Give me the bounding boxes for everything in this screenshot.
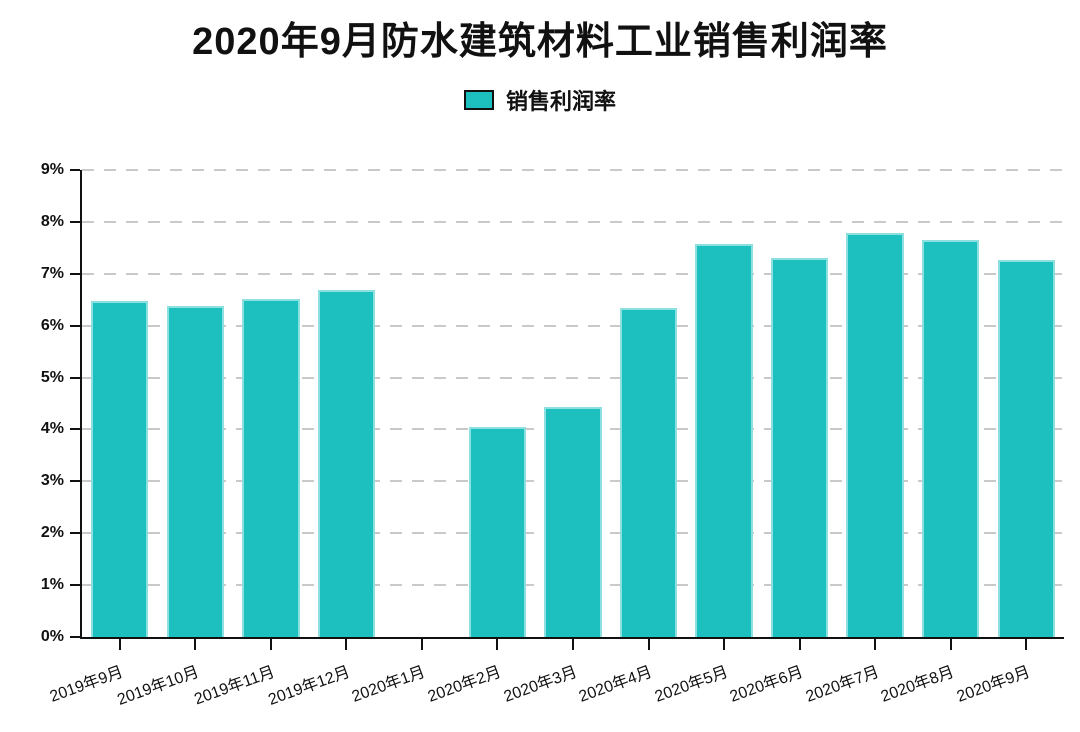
x-tick-label: 2020年5月 <box>652 663 730 706</box>
bar-2020年3月 <box>544 406 602 637</box>
gridline-5pct <box>82 376 1064 379</box>
x-axis-tick <box>949 639 952 650</box>
x-axis-tick <box>798 639 801 650</box>
x-tick-label: 2020年6月 <box>727 663 806 706</box>
gridline-6pct <box>82 324 1064 327</box>
chart-title: 2020年9月防水建筑材料工业销售利润率 <box>192 21 888 63</box>
bar-2020年4月 <box>619 307 678 637</box>
x-tick-label: 2020年1月 <box>350 663 428 706</box>
y-tick-label: 1% <box>40 576 64 594</box>
y-axis-labels: 0% 1% 2% 3% 4% 5% 6% 7% 8% 9% <box>0 161 64 645</box>
x-axis-labels: 2019年9月 2019年10月 2019年11月 2019年12月 2020年1月 20… <box>48 652 1062 730</box>
y-axis-tick <box>70 584 80 587</box>
y-tick-label: 7% <box>40 264 64 282</box>
x-axis-tick <box>118 639 121 650</box>
bar-2019年11月 <box>242 298 300 637</box>
y-tick-label: 3% <box>40 472 64 490</box>
x-tick-label: 2020年3月 <box>501 663 579 706</box>
bar-2020年6月 <box>770 258 829 637</box>
x-axis-tick <box>496 639 499 650</box>
x-axis-tick <box>269 639 272 650</box>
bar-2020年5月 <box>695 243 753 637</box>
x-tick-label: 2019年10月 <box>115 663 202 709</box>
y-tick-label: 8% <box>40 212 64 230</box>
x-tick-label: 2020年9月 <box>954 663 1033 706</box>
x-axis-tick <box>572 639 574 650</box>
x-tick-label: 2019年12月 <box>266 663 353 709</box>
gridline-8pct <box>82 220 1064 223</box>
x-axis-tick <box>874 639 877 650</box>
y-axis-tick <box>70 169 80 171</box>
y-tick-label: 6% <box>40 316 64 334</box>
bar-2019年12月 <box>317 290 376 637</box>
x-axis-tick <box>647 639 650 650</box>
y-axis-tick <box>70 324 80 327</box>
y-tick-label: 0% <box>40 628 64 645</box>
legend: 销售利润率 <box>0 84 1080 116</box>
x-tick-label: 2019年9月 <box>47 663 126 706</box>
bar-2020年9月 <box>997 260 1055 637</box>
bar-2020年7月 <box>846 233 904 637</box>
y-tick-label: 2% <box>40 524 64 542</box>
y-axis-tick <box>70 220 80 223</box>
y-axis-tick <box>70 636 80 638</box>
legend-label: 销售利润率 <box>505 89 616 114</box>
y-axis-tick <box>70 376 80 379</box>
x-axis-tick <box>194 639 197 650</box>
bar-2020年8月 <box>921 239 980 637</box>
y-axis-tick <box>70 428 80 431</box>
y-tick-label: 4% <box>40 420 64 438</box>
y-axis-tick <box>70 480 80 483</box>
x-tick-label: 2020年2月 <box>425 663 504 706</box>
x-axis-tick <box>420 639 423 650</box>
bar-2020年2月 <box>468 426 527 637</box>
x-axis-tick <box>1025 639 1028 650</box>
plot-area <box>70 169 1064 650</box>
bar-2019年10月 <box>166 305 224 637</box>
bar-2019年9月 <box>91 301 149 637</box>
y-axis-tick <box>70 272 80 275</box>
gridline-9pct <box>82 169 1064 171</box>
y-axis-tick <box>70 532 80 535</box>
x-axis-tick <box>345 639 348 650</box>
x-tick-label: 2020年7月 <box>803 663 882 706</box>
x-tick-label: 2020年4月 <box>576 663 655 706</box>
gridline-7pct <box>82 272 1064 275</box>
x-tick-label: 2019年11月 <box>191 663 277 709</box>
y-tick-label: 9% <box>40 161 64 178</box>
x-axis-tick <box>723 639 726 650</box>
y-tick-label: 5% <box>40 368 64 386</box>
x-tick-label: 2020年8月 <box>878 663 957 706</box>
legend-swatch <box>463 90 494 110</box>
